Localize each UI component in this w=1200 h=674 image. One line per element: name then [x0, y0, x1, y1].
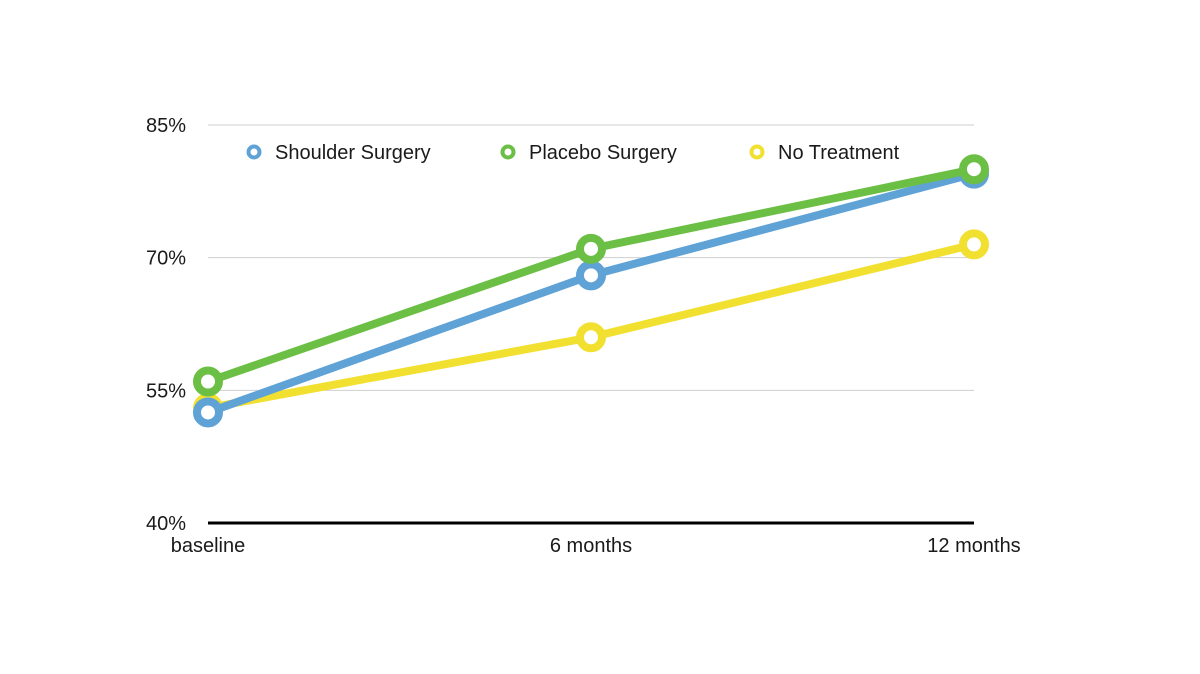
y-axis-tick-labels: 40% 55% 70% 85%: [146, 115, 186, 535]
legend-marker-placebo-surgery: [500, 144, 516, 160]
legend: Shoulder Surgery Placebo Surgery No Treatm…: [246, 142, 900, 164]
x-tick-label-6-months: 6 months: [550, 535, 632, 557]
legend-label-no-treatment: No Treatment: [778, 142, 900, 164]
y-tick-label-70: 70%: [146, 248, 186, 270]
data-point-shoulder-surgery-baseline: [193, 397, 223, 428]
legend-label-shoulder-surgery: Shoulder Surgery: [275, 142, 431, 164]
x-tick-label-baseline: baseline: [171, 535, 246, 557]
legend-item-no-treatment: No Treatment: [749, 142, 900, 164]
series-line-shoulder-surgery: [204, 169, 978, 417]
legend-item-placebo-surgery: Placebo Surgery: [500, 142, 677, 164]
data-point-shoulder-surgery-6-months: [576, 260, 606, 291]
data-point-placebo-surgery-6-months: [576, 233, 606, 264]
legend-marker-no-treatment: [749, 144, 765, 160]
y-tick-label-85: 85%: [146, 115, 186, 137]
legend-label-placebo-surgery: Placebo Surgery: [529, 142, 677, 164]
data-point-no-treatment-6-months: [576, 322, 606, 353]
data-point-no-treatment-12-months: [959, 229, 989, 260]
y-tick-label-40: 40%: [146, 513, 186, 535]
legend-marker-shoulder-surgery: [246, 144, 262, 160]
series-placebo-surgery: [193, 154, 989, 397]
data-point-placebo-surgery-12-months: [959, 154, 989, 185]
y-tick-label-55: 55%: [146, 380, 186, 402]
data-point-placebo-surgery-baseline: [193, 366, 223, 397]
legend-item-shoulder-surgery: Shoulder Surgery: [246, 142, 431, 164]
x-axis-tick-labels: baseline 6 months 12 months: [171, 535, 1021, 557]
series-lines: [193, 154, 989, 428]
x-tick-label-12-months: 12 months: [927, 535, 1020, 557]
